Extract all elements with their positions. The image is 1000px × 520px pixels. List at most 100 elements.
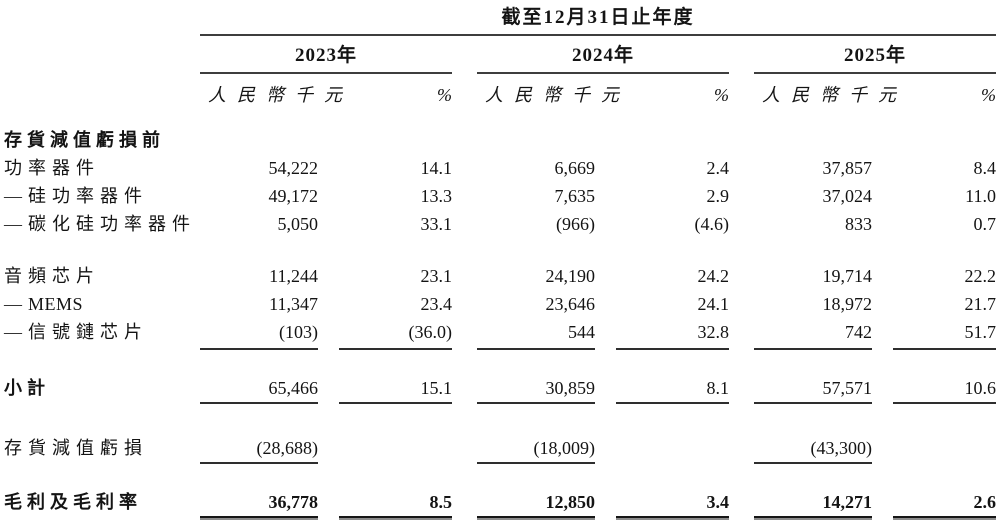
amount-cell: 18,972 (822, 294, 873, 314)
amount-cell: 54,222 (268, 158, 319, 178)
percent-cell: 8.5 (339, 488, 452, 520)
row-label-text: —信號鏈芯片 (4, 322, 148, 342)
table-row: 存貨減值虧損前 (4, 126, 996, 154)
row-spacer (4, 350, 996, 374)
percent-cell (339, 434, 452, 464)
amount-cell: 37,857 (822, 158, 873, 178)
amount-cell: (103) (200, 318, 318, 350)
amount-cell: (28,688) (200, 434, 318, 464)
amount-cell (754, 126, 872, 154)
table-row: 音頻芯片 11,244 23.1 24,190 24.2 19,714 22.2 (4, 262, 996, 290)
percent-column-header: % (714, 85, 729, 105)
percent-cell: 33.1 (420, 214, 453, 234)
percent-cell: 2.9 (706, 186, 730, 206)
amount-cell (200, 126, 318, 154)
percent-cell: 8.1 (616, 374, 729, 404)
percent-cell: 3.4 (616, 488, 729, 520)
row-label-text: 音頻芯片 (4, 266, 100, 286)
period-title: 截至12月31日止年度 (200, 6, 996, 36)
row-label: 存貨減值虧損 (4, 434, 200, 464)
table-header: 截至12月31日止年度 2023年 2024年 2025年 人民幣千元 % 人民… (4, 6, 996, 108)
row-label-text: 存貨減值虧損前 (4, 130, 165, 150)
percent-cell: 21.7 (964, 294, 997, 314)
amount-cell: 544 (477, 318, 595, 350)
amount-cell: 742 (754, 318, 872, 350)
amount-cell: 36,778 (200, 488, 318, 520)
amount-column-header: 人民幣千元 (762, 85, 907, 105)
row-spacer (4, 404, 996, 434)
percent-cell: 24.2 (697, 266, 730, 286)
percent-cell (893, 126, 996, 154)
percent-column-header: % (981, 85, 996, 105)
row-label: 小計 (4, 374, 200, 404)
amount-cell: 12,850 (477, 488, 595, 520)
row-label: —硅功率器件 (4, 182, 200, 210)
percent-cell: 14.1 (420, 158, 453, 178)
amount-cell: 23,646 (545, 294, 596, 314)
row-label-text: MEMS (28, 294, 84, 314)
row-label: 存貨減值虧損前 (4, 126, 200, 154)
amount-cell: 5,050 (277, 214, 319, 234)
percent-cell: 22.2 (964, 266, 997, 286)
amount-cell: 14,271 (754, 488, 872, 520)
percent-cell: 0.7 (973, 214, 997, 234)
percent-column-header: % (437, 85, 452, 105)
table-row: 小計 65,466 15.1 30,859 8.1 57,571 10.6 (4, 374, 996, 404)
percent-cell: 24.1 (697, 294, 730, 314)
percent-cell: 13.3 (420, 186, 453, 206)
percent-cell: 10.6 (893, 374, 996, 404)
table-row: 存貨減值虧損 (28,688) (18,009) (43,300) (4, 434, 996, 464)
amount-cell: 11,244 (269, 266, 318, 286)
percent-cell (616, 434, 729, 464)
table-row: —信號鏈芯片 (103) (36.0) 544 32.8 742 51.7 (4, 318, 996, 350)
year-header-2024: 2024年 (477, 36, 729, 74)
row-spacer (4, 464, 996, 488)
table-row: —硅功率器件 49,172 13.3 7,635 2.9 37,024 11.0 (4, 182, 996, 210)
percent-cell: 11.0 (965, 186, 996, 206)
amount-cell: 19,714 (822, 266, 873, 286)
amount-cell: (18,009) (477, 434, 595, 464)
table-row: 功率器件 54,222 14.1 6,669 2.4 37,857 8.4 (4, 154, 996, 182)
row-label-text: 毛利及毛利率 (4, 492, 142, 512)
row-spacer (4, 238, 996, 262)
year-header-2023: 2023年 (200, 36, 452, 74)
row-label-text: —硅功率器件 (4, 186, 148, 206)
amount-cell: 37,024 (822, 186, 873, 206)
amount-column-header: 人民幣千元 (485, 85, 630, 105)
percent-cell: 15.1 (339, 374, 452, 404)
row-label: 毛利及毛利率 (4, 488, 200, 518)
table-row: 毛利及毛利率 36,778 8.5 12,850 3.4 14,271 2.6 (4, 488, 996, 520)
row-label-text: 存貨減值虧損 (4, 438, 148, 458)
table-body: 存貨減值虧損前功率器件 54,222 14.1 6,669 2.4 37,857 8.4 —硅… (4, 108, 997, 520)
percent-cell: 8.4 (973, 158, 997, 178)
amount-cell: 57,571 (754, 374, 872, 404)
amount-column-header: 人民幣千元 (208, 85, 353, 105)
percent-cell: (4.6) (694, 214, 730, 234)
row-label: —信號鏈芯片 (4, 318, 200, 350)
percent-cell: 32.8 (616, 318, 729, 350)
percent-cell: 23.1 (420, 266, 453, 286)
percent-cell: 2.6 (893, 488, 996, 520)
header-spacer (4, 108, 996, 126)
percent-cell: 2.4 (706, 158, 730, 178)
amount-cell: 65,466 (200, 374, 318, 404)
amount-cell: 49,172 (268, 186, 319, 206)
percent-cell: 23.4 (420, 294, 453, 314)
row-label: 音頻芯片 (4, 262, 200, 290)
percent-cell: (36.0) (339, 318, 452, 350)
amount-cell: 7,635 (554, 186, 596, 206)
percent-cell (339, 126, 452, 154)
amount-cell: (966) (556, 214, 595, 234)
row-label: —碳化硅功率器件 (4, 210, 200, 238)
percent-cell (616, 126, 729, 154)
row-label-text: — (4, 294, 28, 314)
amount-cell: 24,190 (545, 266, 596, 286)
percent-cell (893, 434, 996, 464)
row-label: 功率器件 (4, 154, 200, 182)
amount-cell: 6,669 (554, 158, 596, 178)
row-label-text: —碳化硅功率器件 (4, 214, 196, 234)
year-header-2025: 2025年 (754, 36, 996, 74)
amount-cell (477, 126, 595, 154)
percent-cell: 51.7 (893, 318, 996, 350)
